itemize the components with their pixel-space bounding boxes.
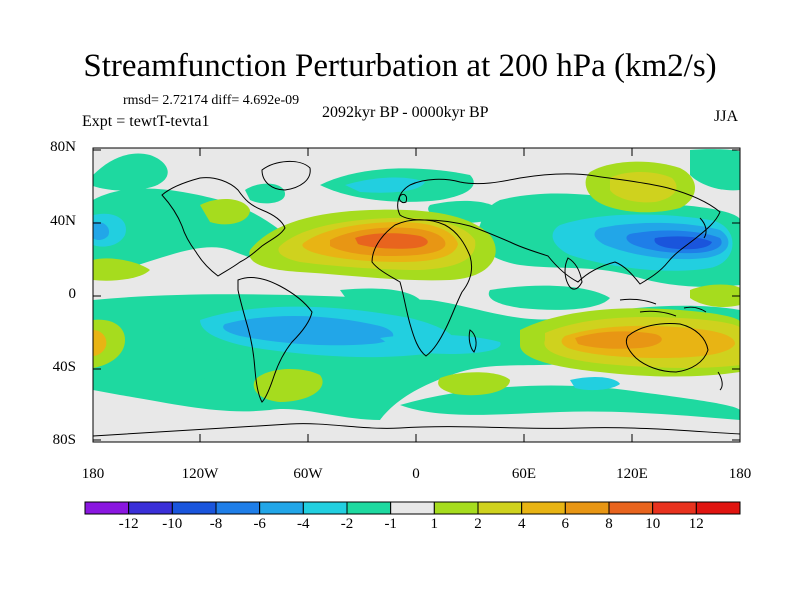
- map-field: [93, 148, 740, 442]
- colorbar-label: 10: [645, 516, 661, 532]
- season-text: JJA: [714, 108, 739, 125]
- coast-antarctica: [93, 423, 740, 437]
- colorbar-swatch: [564, 501, 610, 515]
- colorbar-label: 12: [688, 516, 704, 532]
- colorbar-label: 1: [430, 516, 439, 532]
- colorbar-swatch: [695, 501, 741, 515]
- coast-india: [564, 257, 583, 290]
- lon-label-180e: 180: [728, 466, 752, 482]
- lon-label-120w: 120W: [181, 466, 219, 482]
- colorbar-swatch: [128, 501, 173, 515]
- colorbar-label: -1: [384, 516, 397, 532]
- lon-label-120e: 120E: [616, 466, 648, 482]
- colorbar-label: -10: [162, 516, 183, 532]
- lat-label-40n: 40N: [50, 213, 76, 229]
- colorbar-swatch: [302, 501, 348, 515]
- contour-northeast-blob: [690, 149, 740, 191]
- map-title: Streamfunction Perturbation at 200 hPa (…: [83, 48, 717, 84]
- contour-mid-atlantic-blob: [340, 288, 420, 307]
- colorbar-label: 4: [517, 516, 526, 532]
- coastlines: [93, 161, 740, 437]
- contour-southwest-high-2: [93, 330, 107, 356]
- coast-south-america: [237, 277, 313, 403]
- colorbar-label: 8: [605, 516, 613, 532]
- contour-south-pacific-blob: [93, 343, 222, 385]
- contour-equatorial-blob: [488, 285, 610, 310]
- contour-south-atlantic-high: [438, 372, 510, 396]
- colorbar-swatch: [477, 501, 523, 515]
- contour-southwest-high: [93, 319, 125, 368]
- lon-label-60e: 60E: [511, 466, 537, 482]
- lat-label-40s: 40S: [52, 359, 76, 375]
- colorbar-swatch: [521, 501, 566, 515]
- contour-pacific-high-2: [610, 172, 677, 203]
- lat-label-80n: 80N: [50, 139, 76, 155]
- experiment-text: Expt = tewtT-tevta1: [82, 113, 210, 130]
- colorbar-label: 2: [474, 516, 482, 532]
- lon-label-0: 0: [412, 466, 420, 482]
- contour-southeast-low: [570, 376, 620, 391]
- coast-madagascar: [468, 329, 477, 353]
- colorbar-label: -2: [340, 516, 354, 532]
- coast-africa: [371, 219, 473, 357]
- axis-ticks: [92, 148, 741, 442]
- colorbar-label: -8: [209, 516, 223, 532]
- colorbar: [84, 501, 741, 515]
- contour-south-tail: [380, 334, 501, 354]
- contour-arctic-band: [93, 153, 168, 191]
- coast-new-zealand: [717, 371, 723, 391]
- colorbar-swatch: [84, 501, 130, 515]
- rmsd-diff-text: rmsd= 2.72174 diff= 4.692e-09: [123, 93, 300, 108]
- colorbar-swatch: [608, 501, 654, 515]
- coast-japan: [699, 217, 707, 239]
- lon-label-60w: 60W: [293, 466, 323, 482]
- contour-atlantic-high-8: [355, 233, 428, 249]
- contour-north-pacific-core-inner: [93, 221, 110, 240]
- coast-indonesia: [619, 298, 707, 317]
- colorbar-label: -6: [253, 516, 266, 532]
- contour-east-blob: [690, 284, 740, 308]
- contour-south-core-inner: [223, 315, 394, 346]
- period-text: 2092kyr BP - 0000kyr BP: [322, 104, 489, 121]
- colorbar-swatch: [346, 501, 392, 515]
- contour-asia-core4: [654, 236, 712, 250]
- colorbar-swatch: [215, 501, 261, 515]
- coast-uk: [399, 193, 407, 203]
- contour-west-high: [93, 258, 150, 281]
- colorbar-swatch: [433, 501, 479, 515]
- colorbar-label: -12: [118, 516, 139, 532]
- coast-greenland: [261, 161, 311, 191]
- colorbar-swatch: [652, 501, 697, 515]
- lon-label-180w: 180: [81, 466, 105, 482]
- lat-label-0: 0: [68, 286, 77, 302]
- colorbar-swatch: [171, 501, 217, 515]
- coast-north-america: [161, 177, 286, 277]
- colorbar-swatch: [390, 501, 435, 515]
- colorbar-label: -4: [297, 516, 310, 532]
- lat-label-80s: 80S: [52, 432, 76, 448]
- coast-australia: [625, 323, 709, 373]
- colorbar-label: 6: [561, 516, 570, 532]
- colorbar-swatch: [259, 501, 304, 515]
- contour-patagonia-high: [253, 368, 323, 402]
- coast-eurasia: [397, 173, 721, 285]
- contour-atlantic-high-north: [200, 198, 250, 225]
- contour-southeast-high-6: [575, 331, 662, 349]
